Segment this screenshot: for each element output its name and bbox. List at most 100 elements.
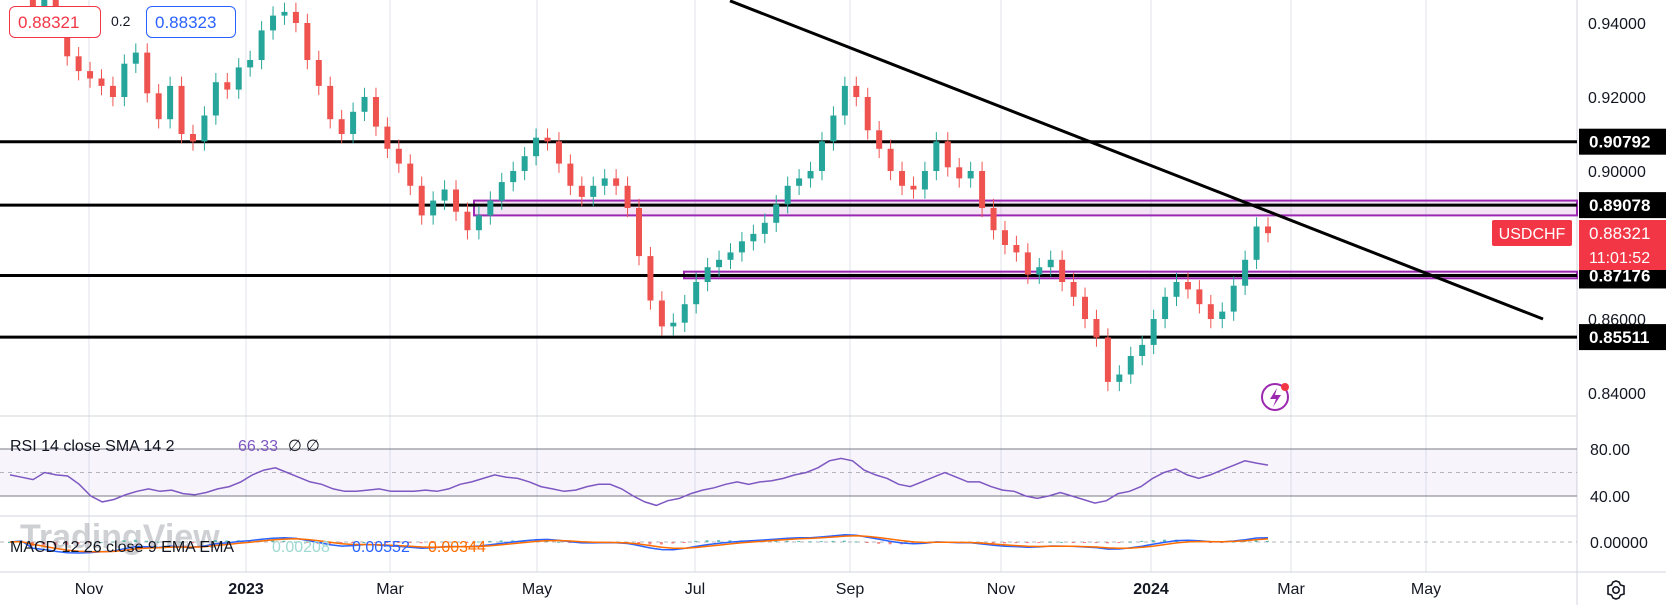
candle-body [807,171,814,179]
time-axis[interactable]: Nov 2023 Mar May Jul Sep Nov 2024 Mar May [75,581,1441,598]
candle-body [636,208,642,257]
trendline-segment [729,0,1544,321]
candle-body [681,304,688,323]
chart-settings-icon[interactable] [1604,578,1628,602]
candle-body [464,211,471,231]
macd-histogram-bar [362,541,366,543]
lightning-icon[interactable] [1261,383,1289,411]
macd-histogram-bar [351,542,355,544]
candle-body [1162,296,1169,319]
candlesticks [29,0,1271,392]
level-badge [1579,324,1666,351]
macd-histogram-bar [1025,542,1029,544]
macd-histogram-bar [373,542,377,543]
candle-body [1036,267,1043,275]
macd-histogram-bar [568,542,572,543]
macd-histogram-bar [877,542,881,544]
macd-histogram-bar [476,541,480,543]
candle-body [1184,282,1191,290]
macd-histogram-bar [76,542,80,544]
macd-histogram-bar [1002,542,1006,544]
candle-body [1013,245,1020,253]
candle-body [327,85,334,120]
macd-histogram-bar [1094,542,1098,543]
macd-histogram-bar [785,540,789,542]
candle-body [796,178,803,186]
candle-body [738,241,745,253]
macd-histogram-bar [419,542,423,544]
candle-body [864,97,871,131]
macd-histogram-bar [1037,542,1041,543]
macd-histogram-bar [88,542,92,543]
candle-body [784,185,791,205]
price-axis[interactable]: 0.940000.920000.900000.860000.8400080.00… [1588,16,1648,552]
candle-body [75,56,82,72]
candle-body [761,222,768,234]
macd-histogram-bar [556,541,560,543]
candle-body [201,115,208,142]
price-tick: 0.84000 [1588,386,1646,403]
macd-histogram-bar [637,542,640,544]
macd-histogram-bar [385,542,389,543]
macd-histogram-bar [99,541,103,543]
candle-body [453,189,460,212]
macd-histogram-bar [671,542,675,544]
candle-body [921,171,928,190]
macd-histogram-bar [156,541,160,543]
macd-histogram-bar [1208,542,1212,543]
macd-tick: 0.00000 [1590,535,1648,552]
downtrend-line[interactable] [729,0,1544,321]
candle-body [235,67,242,90]
macd-histogram-bar [854,541,858,543]
candle-body [338,119,345,134]
macd-histogram-bar [1048,541,1052,543]
candle-body [430,200,437,216]
candle-body [647,256,654,301]
candle-body [1001,230,1008,245]
signal-line [9,535,1269,553]
macd-histogram-bar [431,542,435,543]
rsi-extra2: ∅ [306,438,320,455]
candle-body [384,126,391,149]
macd-histogram-bar [728,540,732,542]
candle-body [876,130,883,149]
macd-histogram-bar [42,542,46,546]
candle-body [1173,282,1180,297]
candle-body [727,252,734,260]
candle-body [1070,282,1077,297]
macd-histogram-bar [717,540,721,542]
candle-body [693,282,700,305]
price-tick: 0.92000 [1588,90,1646,107]
sell-price-button[interactable]: 0.88321 [9,6,101,38]
buy-price-button[interactable]: 0.88323 [146,6,236,38]
macd-histogram-bar [225,540,229,542]
spread-value: 0.2 [111,13,131,29]
macd-histogram-bar [465,542,469,543]
macd-histogram-bar [1163,539,1167,542]
macd-histogram-bar [1128,541,1132,543]
candle-body [224,82,231,90]
macd-histogram-bar [1140,540,1144,542]
candle-body [1104,337,1111,382]
candle-body [944,141,951,168]
candle-body [1093,319,1100,338]
macd-histogram-bar [110,541,114,543]
time-tick: Nov [75,581,103,598]
price-badges: 0.90792 0.89078 0.87176 0.85511 USDCHF 0.8832… [1492,128,1666,351]
candle-body [716,259,723,268]
candle-body [304,23,311,60]
macd-histogram-bar [1151,540,1155,542]
macd-histogram-value: 0.00208 [272,539,330,556]
level-badge-text: 0.89078 [1589,196,1650,215]
rsi-pane [0,448,1577,507]
time-tick: Nov [987,581,1015,598]
candle-body [510,171,517,183]
macd-histogram-bar [831,540,835,542]
candle-body [1024,252,1031,275]
macd-histogram-bar [682,542,686,543]
macd-histogram-bar [511,540,515,542]
level-badge [1579,192,1666,219]
candle-body [109,85,116,97]
